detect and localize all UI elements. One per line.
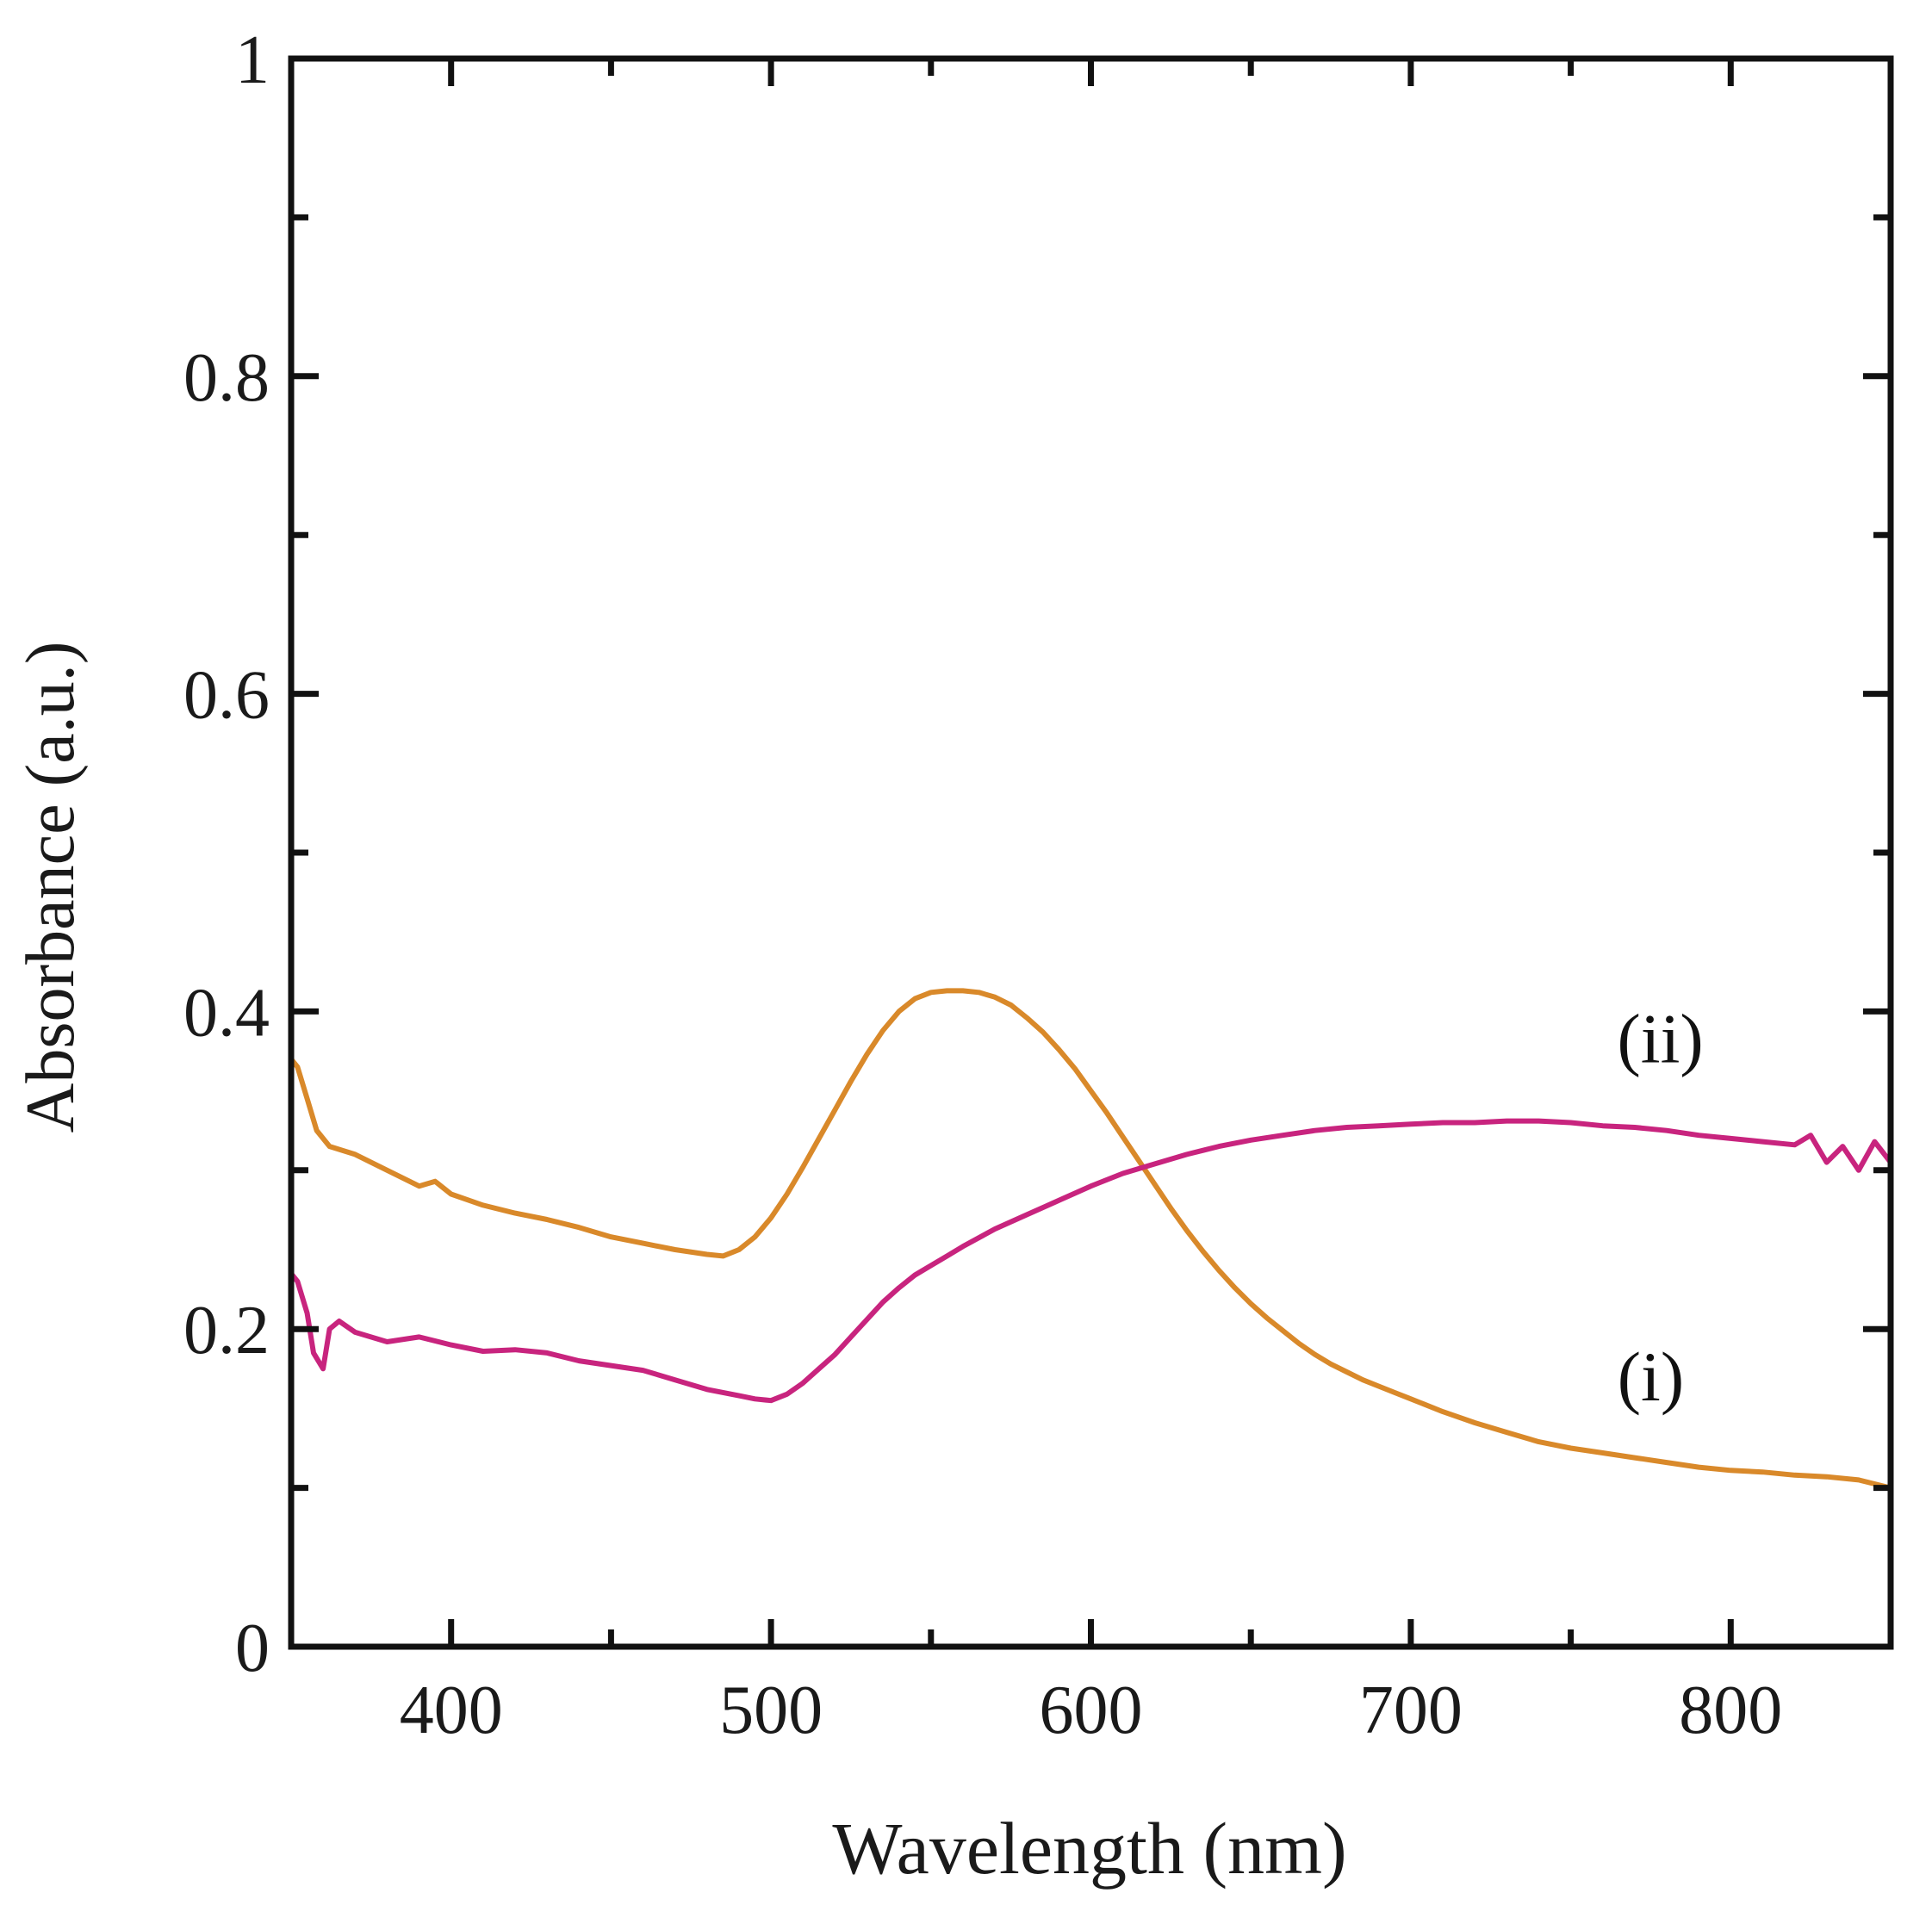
series-label-2: (ii) bbox=[1617, 999, 1703, 1077]
series-line-1 bbox=[289, 988, 1893, 1491]
x-axis-label: Wavelength (nm) bbox=[832, 1807, 1346, 1890]
y-tick-label: 1 bbox=[235, 22, 270, 98]
tick-labels: 400 500 600 700 800 0 0.2 0.4 0.6 0.8 1 bbox=[183, 22, 1782, 1748]
series-label-1: (i) bbox=[1618, 1337, 1684, 1416]
series-layer bbox=[289, 988, 1893, 1491]
y-tick-label: 0.4 bbox=[183, 975, 270, 1051]
x-tick-label: 800 bbox=[1679, 1673, 1782, 1748]
series-labels: (i) (ii) bbox=[1617, 999, 1703, 1416]
y-axis-label: Absorbance (a.u.) bbox=[13, 642, 89, 1133]
y-tick-label: 0.2 bbox=[183, 1293, 270, 1369]
tick-marks bbox=[291, 55, 1891, 1650]
y-tick-label: 0.8 bbox=[183, 340, 270, 416]
x-tick-label: 700 bbox=[1359, 1673, 1463, 1748]
y-tick-label: 0.6 bbox=[183, 658, 270, 734]
x-tick-label: 400 bbox=[400, 1673, 503, 1748]
series-line-2 bbox=[289, 1118, 1893, 1404]
x-tick-label: 500 bbox=[719, 1673, 823, 1748]
x-tick-label: 600 bbox=[1040, 1673, 1143, 1748]
y-tick-label: 0 bbox=[235, 1611, 270, 1686]
